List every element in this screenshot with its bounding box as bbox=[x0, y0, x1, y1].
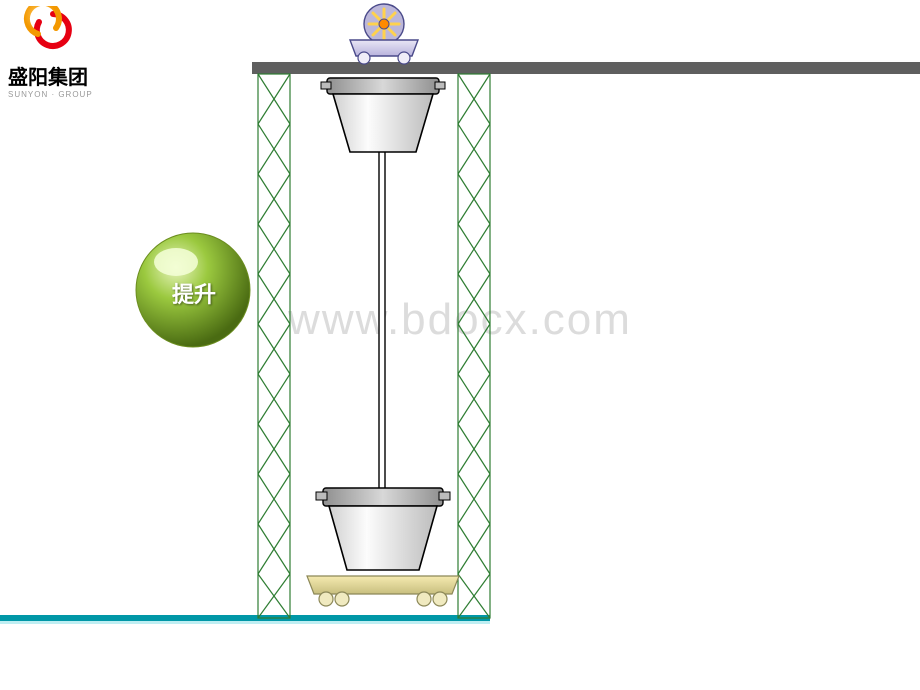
ground-line bbox=[0, 615, 490, 624]
hoist-rope bbox=[379, 150, 385, 490]
lattice-tower-right bbox=[458, 74, 490, 618]
lattice-tower-left bbox=[258, 74, 290, 618]
hoist-trolley bbox=[350, 4, 418, 64]
bucket-top bbox=[321, 78, 445, 152]
diagram-stage: 盛阳集团 SUNYON · GROUP www.bdocx.com bbox=[0, 0, 920, 690]
scene-svg bbox=[0, 0, 920, 690]
top-rail bbox=[252, 62, 920, 74]
action-ball-label: 提升 bbox=[159, 277, 229, 309]
bottom-transfer-car bbox=[307, 576, 459, 606]
bucket-bottom bbox=[316, 488, 450, 570]
